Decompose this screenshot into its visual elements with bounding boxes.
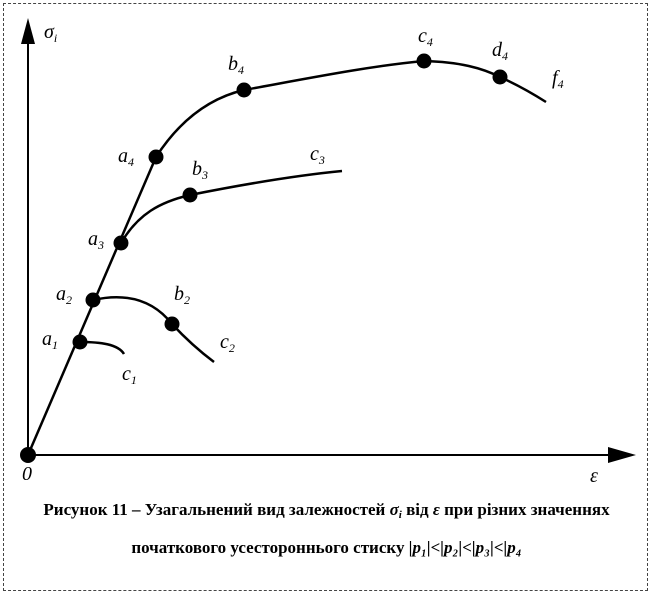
point-c4	[416, 53, 432, 69]
figure-frame	[3, 3, 648, 591]
y-axis-label: σi	[44, 21, 57, 45]
origin-label: 0	[22, 463, 32, 485]
point-origin	[20, 447, 36, 463]
label-a3: a3	[88, 228, 104, 252]
label-b3: b3	[192, 158, 208, 182]
point-a1	[72, 334, 88, 350]
point-a4	[148, 149, 164, 165]
point-b4	[236, 82, 252, 98]
label-c3: c3	[310, 143, 325, 167]
curve-4	[154, 59, 547, 158]
label-a1: a1	[42, 328, 58, 352]
point-a3	[113, 235, 129, 251]
point-b2	[164, 316, 180, 332]
label-c4: c4	[418, 25, 433, 49]
curve-2	[92, 295, 215, 363]
point-a2	[85, 292, 101, 308]
curve-3	[119, 169, 343, 244]
label-b2: b2	[174, 283, 190, 307]
caption-line-2: початкового усестороннього стиску |p₁|<|…	[131, 538, 522, 557]
label-a2: a2	[56, 283, 72, 307]
label-b4: b4	[228, 53, 244, 77]
label-f4: f4	[552, 67, 564, 91]
label-a4: a4	[118, 145, 134, 169]
x-axis-arrow	[608, 447, 636, 463]
y-axis-arrow	[21, 18, 35, 44]
label-d4: d4	[492, 39, 508, 63]
label-c2: c2	[220, 331, 235, 355]
point-b3	[182, 187, 198, 203]
caption-line-1: Рисунок 11 – Узагальнений вид залежносте…	[43, 500, 610, 521]
point-d4	[492, 69, 508, 85]
x-axis-label: ε	[590, 465, 598, 487]
label-c1: c1	[122, 363, 137, 387]
